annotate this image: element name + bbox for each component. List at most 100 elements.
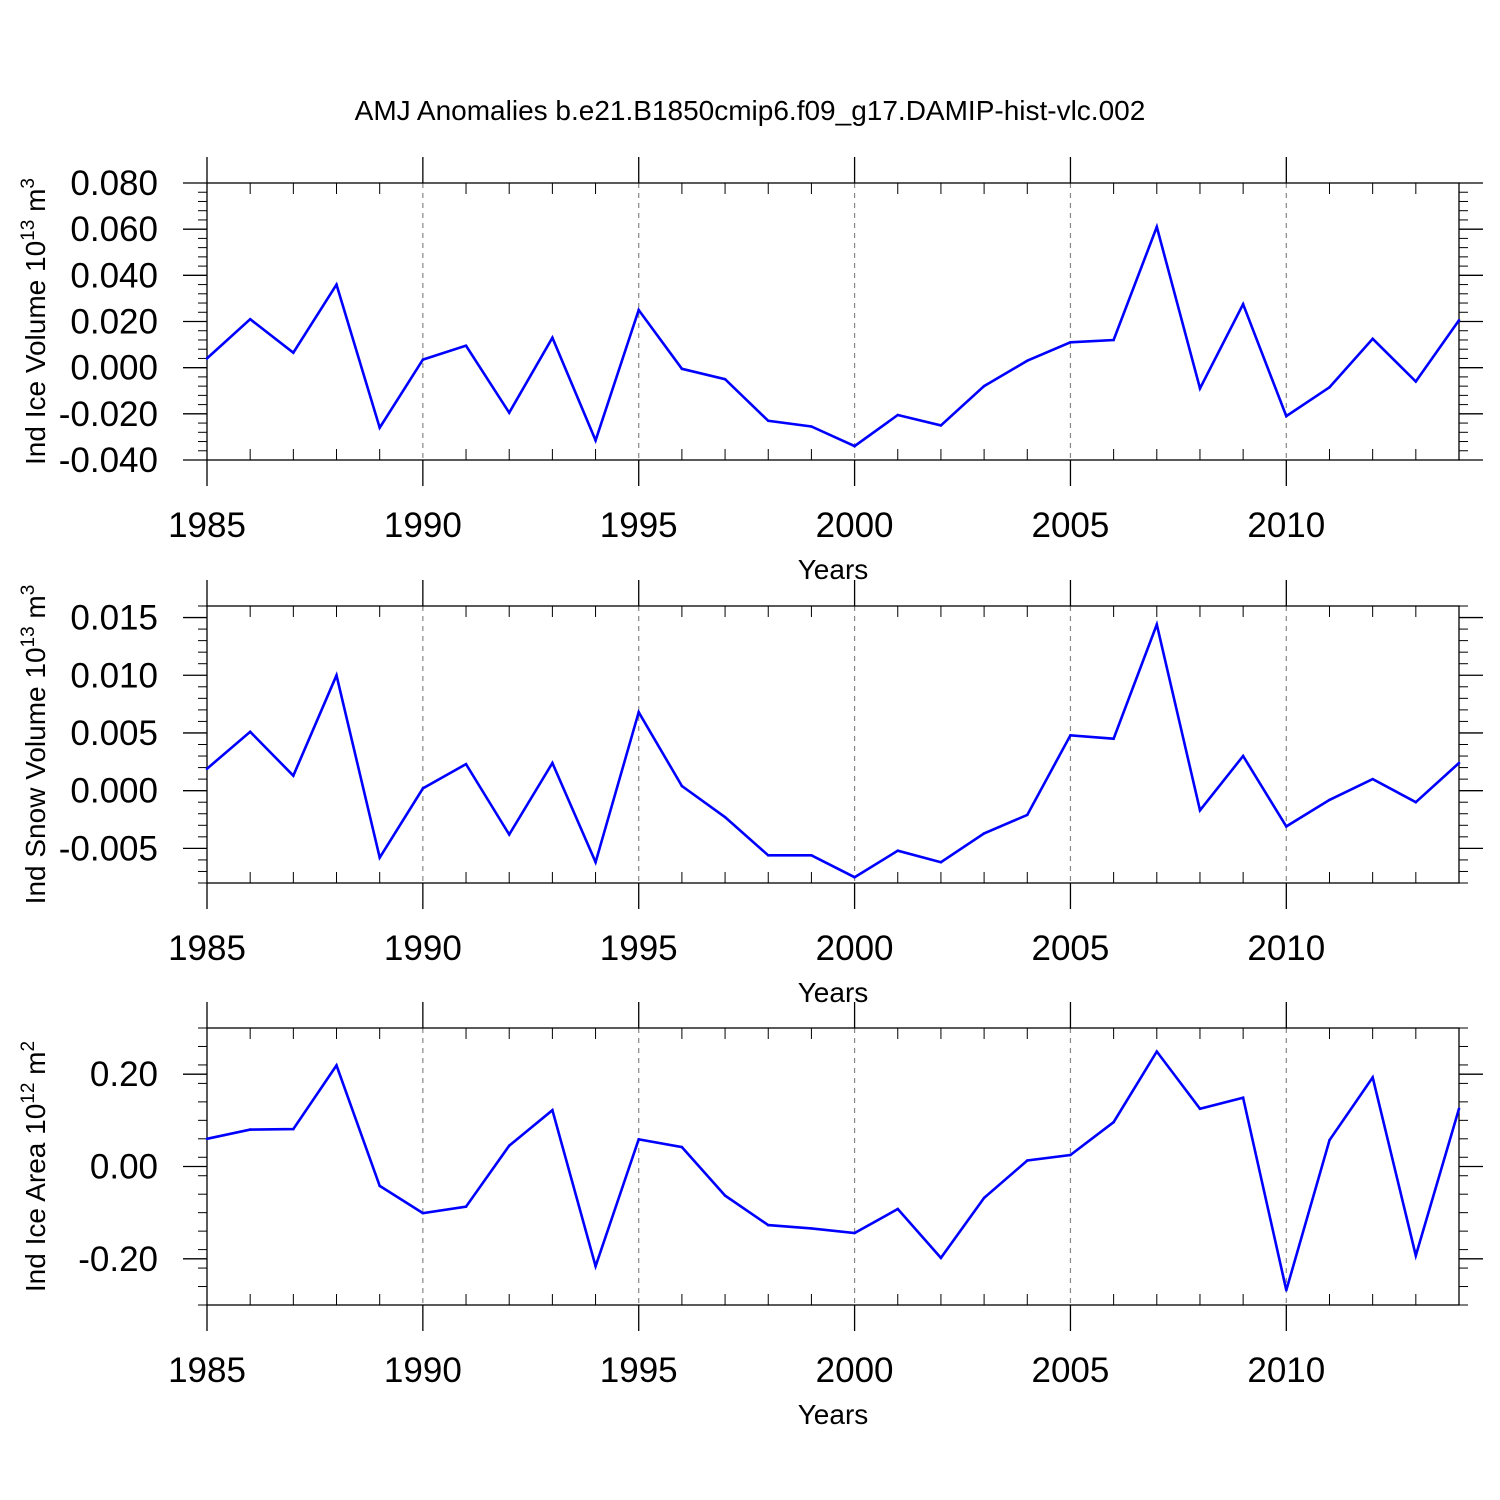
data-point-2014 [1457, 761, 1461, 765]
y-tick-label: 0.010 [70, 656, 158, 695]
data-point-1987 [292, 774, 295, 777]
data-point-2009 [1241, 1096, 1245, 1100]
x-tick-label: 1990 [384, 1351, 462, 1390]
data-point-1986 [248, 1128, 252, 1131]
data-point-2004 [1025, 813, 1029, 817]
data-point-2001 [896, 849, 900, 852]
data-point-1993 [551, 336, 554, 339]
data-point-1995 [637, 1137, 641, 1141]
data-point-1997 [723, 1194, 727, 1197]
data-point-1985 [205, 767, 209, 771]
x-tick-label: 2005 [1032, 929, 1110, 968]
x-tick-label: 1995 [600, 929, 678, 968]
data-point-1988 [335, 1064, 338, 1067]
data-point-2002 [939, 1256, 943, 1260]
x-tick-label: 2005 [1032, 1351, 1110, 1390]
data-point-2012 [1371, 777, 1374, 781]
data-point-1992 [507, 1144, 511, 1148]
data-point-1999 [810, 425, 813, 428]
data-point-1991 [464, 1205, 468, 1208]
data-point-1988 [335, 673, 338, 677]
data-point-1995 [637, 710, 641, 714]
y-axis-label-sup2: 2 [18, 1041, 39, 1052]
y-tick-label: 0.005 [70, 714, 158, 753]
data-point-2002 [939, 424, 943, 427]
data-point-1987 [292, 351, 295, 354]
y-tick-label: 0.000 [70, 772, 158, 811]
data-point-1997 [723, 377, 727, 381]
data-point-1991 [464, 762, 468, 766]
data-point-2003 [982, 1196, 986, 1200]
x-tick-label: 1985 [168, 929, 246, 968]
data-point-2001 [896, 413, 900, 417]
data-point-1995 [637, 308, 641, 312]
y-axis-label-mid: m [20, 189, 51, 220]
data-point-1989 [378, 426, 381, 429]
y-axis-label-mid: m [20, 595, 51, 626]
data-point-2000 [853, 1231, 856, 1235]
y-tick-label: 0.015 [70, 599, 158, 638]
x-tick-label: 2010 [1247, 1351, 1325, 1390]
data-point-2004 [1025, 359, 1029, 363]
x-tick-label: 1990 [384, 929, 462, 968]
data-point-1990 [421, 358, 425, 361]
data-point-2013 [1414, 1254, 1418, 1257]
y-axis-label: Ind Ice Area 1012 m2 [18, 1041, 51, 1292]
y-tick-label: 0.000 [70, 349, 158, 388]
data-point-2005 [1069, 1153, 1072, 1157]
y-tick-label: -0.005 [59, 829, 158, 868]
panel-2: 1985 1990 1995 2000 2005 2010 -0.005 0.000 0.005… [18, 580, 1483, 1008]
data-point-1992 [507, 411, 511, 414]
y-axis-label-sup1: 12 [18, 1083, 39, 1104]
panel-3: 1985 1990 1995 2000 2005 2010 -0.20 0.00 0.20 Yea… [18, 1002, 1483, 1430]
data-point-1990 [421, 1211, 425, 1215]
x-tick-label: 2010 [1247, 929, 1325, 968]
data-point-2013 [1414, 380, 1418, 383]
data-point-2008 [1198, 808, 1202, 812]
data-point-2008 [1198, 387, 1202, 390]
data-point-1994 [594, 860, 597, 864]
y-axis-label-base: Ind Ice Area 10 [20, 1104, 51, 1292]
data-point-2007 [1155, 623, 1159, 626]
data-point-2004 [1025, 1159, 1029, 1162]
data-point-1989 [378, 856, 381, 859]
data-point-1991 [464, 344, 468, 348]
y-axis-label-base: Ind Ice Volume 10 [20, 241, 51, 465]
data-point-2006 [1112, 1120, 1115, 1124]
data-point-2003 [982, 832, 986, 835]
data-point-2010 [1285, 825, 1288, 828]
panel-1: 1985 1990 1995 2000 2005 2010 -0.040 -0.020 0.00… [18, 157, 1483, 585]
y-axis-label-base: Ind Snow Volume 10 [20, 647, 51, 904]
y-tick-label: 0.20 [90, 1055, 158, 1094]
data-point-1985 [205, 1137, 209, 1141]
data-point-2007 [1155, 225, 1159, 229]
data-point-1996 [680, 1145, 684, 1149]
x-tick-label: 2010 [1247, 506, 1325, 545]
data-point-1994 [594, 439, 597, 442]
x-tick-label: 1985 [168, 506, 246, 545]
data-point-2010 [1285, 1288, 1288, 1292]
x-tick-label: 1995 [600, 506, 678, 545]
data-point-2006 [1112, 737, 1115, 741]
x-tick-label: 2000 [816, 929, 894, 968]
data-point-1993 [551, 1108, 554, 1112]
data-point-1988 [335, 283, 338, 286]
y-tick-label: -0.020 [59, 395, 158, 434]
x-axis-label: Years [798, 554, 869, 585]
y-tick-label: -0.040 [59, 441, 158, 480]
data-point-2002 [939, 860, 943, 864]
data-point-2011 [1328, 385, 1331, 389]
data-point-2000 [853, 444, 856, 448]
data-point-2014 [1457, 1107, 1461, 1111]
data-point-1992 [507, 833, 511, 836]
data-point-2000 [853, 875, 856, 879]
y-axis-label-sup2: 3 [18, 585, 39, 596]
x-axis-label: Years [798, 1399, 869, 1430]
data-point-2012 [1371, 337, 1374, 341]
x-tick-label: 1995 [600, 1351, 678, 1390]
panels: 1985 1990 1995 2000 2005 2010 -0.040 -0.020 0.00… [18, 157, 1483, 1430]
data-point-1993 [551, 761, 554, 765]
data-point-1998 [766, 1223, 770, 1227]
series-line [206, 222, 1461, 448]
